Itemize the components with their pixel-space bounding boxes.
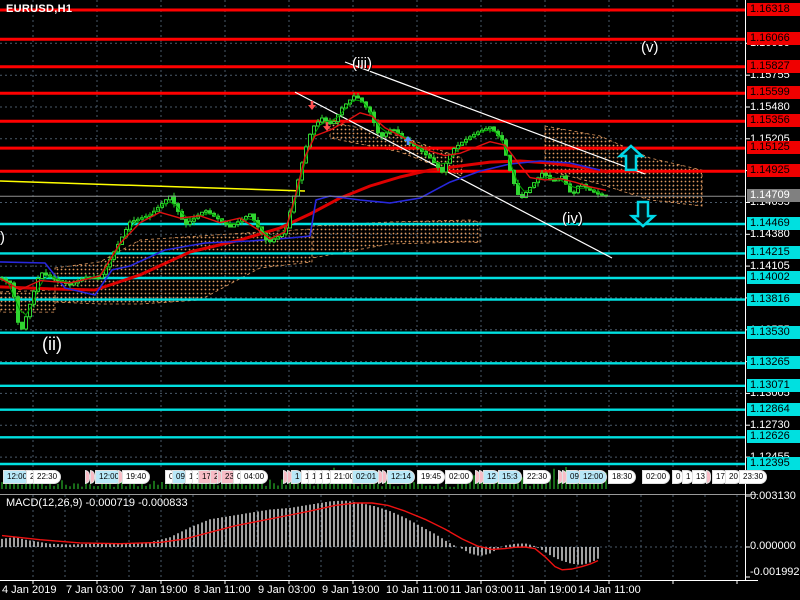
ichimoku-cloud-region bbox=[54, 228, 313, 305]
time-axis-label: 4 Jan 2019 bbox=[2, 584, 57, 596]
macd-scale-zero: 0.000000 bbox=[750, 540, 796, 552]
trade-direction-arrow-down-icon[interactable] bbox=[628, 200, 658, 228]
yellow-trend-line[interactable] bbox=[0, 180, 306, 192]
news-event-flag[interactable]: 12:14 bbox=[387, 470, 416, 484]
elliott-wave-label[interactable]: (ii) bbox=[42, 334, 62, 354]
news-event-flag[interactable]: 22:30 bbox=[523, 470, 552, 484]
time-axis-label: 8 Jan 11:00 bbox=[194, 584, 251, 596]
news-event-flag[interactable]: 12:00 bbox=[579, 470, 608, 484]
time-axis-label: 11 Jan 03:00 bbox=[450, 584, 513, 596]
elliott-wave-label[interactable]: (iv) bbox=[562, 210, 583, 227]
time-axis-label: 7 Jan 03:00 bbox=[66, 584, 124, 596]
time-axis-label: 7 Jan 19:00 bbox=[130, 584, 188, 596]
signal-marker-up-icon[interactable] bbox=[404, 136, 413, 145]
time-axis-label: 9 Jan 19:00 bbox=[322, 584, 380, 596]
macd-histogram-bars bbox=[1, 500, 599, 565]
news-event-flag[interactable]: 22:30 bbox=[33, 470, 62, 484]
signal-marker-down-icon[interactable] bbox=[308, 101, 317, 110]
news-event-flag[interactable]: 23:30 bbox=[739, 470, 768, 484]
price-axis-tick-label: 1.14380 bbox=[750, 228, 790, 240]
time-axis-label: 9 Jan 03:00 bbox=[258, 584, 316, 596]
news-event-flag[interactable]: 04:00 bbox=[240, 470, 269, 484]
support-price-label: 1.14002 bbox=[747, 271, 800, 284]
symbol-period-label: EURUSD,H1 bbox=[6, 3, 73, 15]
support-price-label: 1.12626 bbox=[747, 430, 800, 443]
elliott-wave-label[interactable]: (iii) bbox=[352, 55, 372, 72]
ma-red-slow-line bbox=[0, 159, 609, 292]
news-event-flag[interactable]: 18:30 bbox=[608, 470, 637, 484]
descending-trendline[interactable] bbox=[344, 61, 646, 175]
support-price-label: 1.12395 bbox=[747, 457, 800, 470]
news-event-flag[interactable]: 19:45 bbox=[417, 470, 446, 484]
macd-indicator-label: MACD(12,26,9) -0.000719 -0.000833 bbox=[6, 497, 188, 509]
ma-red-fast-line bbox=[0, 112, 607, 291]
time-axis-label: 10 Jan 11:00 bbox=[386, 584, 449, 596]
bid-price-label: 1.14709 bbox=[747, 189, 800, 202]
news-event-flag[interactable]: 02:00 bbox=[642, 470, 671, 484]
news-event-flag[interactable]: 12:00 bbox=[3, 470, 32, 484]
price-axis-tick-label: 1.14105 bbox=[750, 260, 790, 272]
support-price-label: 1.12864 bbox=[747, 403, 800, 416]
resistance-price-label: 1.16066 bbox=[747, 32, 800, 45]
news-event-flag[interactable]: 02:01 bbox=[352, 470, 381, 484]
support-price-label: 1.14469 bbox=[747, 217, 800, 230]
ma-blue-line bbox=[0, 160, 601, 296]
resistance-price-label: 1.16318 bbox=[747, 3, 800, 16]
macd-scale-bottom: -0.001992 bbox=[750, 566, 800, 578]
news-event-flag[interactable]: 15:3 bbox=[498, 470, 522, 484]
elliott-wave-label[interactable]: ) bbox=[0, 229, 5, 246]
price-axis-tick-label: 1.12730 bbox=[750, 419, 790, 431]
news-event-flag[interactable]: 19:40 bbox=[122, 470, 151, 484]
macd-scale-top: 0.003130 bbox=[750, 490, 796, 502]
trade-direction-arrow-up-icon[interactable] bbox=[616, 144, 646, 172]
support-price-label: 1.13071 bbox=[747, 379, 800, 392]
support-price-label: 1.13265 bbox=[747, 356, 800, 369]
grid bbox=[0, 0, 745, 578]
time-axis-label: 14 Jan 11:00 bbox=[578, 584, 641, 596]
ichimoku-cloud-region bbox=[0, 289, 56, 313]
signal-marker-down-icon[interactable] bbox=[323, 122, 332, 132]
news-event-flag[interactable]: 02:00 bbox=[445, 470, 474, 484]
elliott-wave-label[interactable]: (v) bbox=[641, 39, 659, 56]
price-axis-tick-label: 1.15480 bbox=[750, 101, 790, 113]
macd-signal-line bbox=[1, 502, 599, 571]
support-price-label: 1.13816 bbox=[747, 293, 800, 306]
resistance-price-label: 1.15356 bbox=[747, 114, 800, 127]
resistance-price-label: 1.15599 bbox=[747, 86, 800, 99]
resistance-price-label: 1.15125 bbox=[747, 141, 800, 154]
support-price-label: 1.13530 bbox=[747, 326, 800, 339]
resistance-price-label: 1.14925 bbox=[747, 164, 800, 177]
resistance-price-label: 1.15827 bbox=[747, 60, 800, 73]
support-price-label: 1.14215 bbox=[747, 246, 800, 259]
time-axis-label: 11 Jan 19:00 bbox=[514, 584, 577, 596]
